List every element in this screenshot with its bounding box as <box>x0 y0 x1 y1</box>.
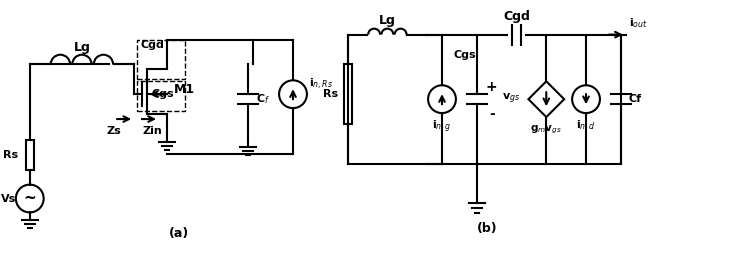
Text: Cf: Cf <box>629 94 642 104</box>
Text: Rs: Rs <box>3 150 18 160</box>
Text: i$_{n,g}$: i$_{n,g}$ <box>432 119 451 135</box>
Text: Lg: Lg <box>73 41 90 55</box>
Bar <box>137 40 185 79</box>
Text: C$_f$: C$_f$ <box>256 92 270 106</box>
Bar <box>26 140 34 170</box>
Text: Rs: Rs <box>323 89 337 99</box>
Text: (a): (a) <box>169 227 189 240</box>
Text: v$_{gs}$: v$_{gs}$ <box>502 92 519 106</box>
Text: Zs: Zs <box>107 126 121 136</box>
Text: i$_{out}$: i$_{out}$ <box>629 16 648 30</box>
Text: M1: M1 <box>174 83 195 96</box>
Text: Zin: Zin <box>142 126 162 136</box>
Bar <box>343 65 352 124</box>
Bar <box>137 81 185 111</box>
Text: Cgd: Cgd <box>503 10 530 23</box>
Text: i$_{n,Rs}$: i$_{n,Rs}$ <box>309 77 333 92</box>
Text: Vs: Vs <box>1 194 16 203</box>
Text: ~: ~ <box>24 191 36 206</box>
Text: -: - <box>489 107 494 121</box>
Text: Cgd: Cgd <box>140 40 164 50</box>
Text: g$_m$v$_{gs}$: g$_m$v$_{gs}$ <box>531 124 562 136</box>
Text: (b): (b) <box>477 222 497 235</box>
Text: Cgs: Cgs <box>454 50 476 59</box>
Text: Lg: Lg <box>379 14 396 27</box>
Text: i$_{n,d}$: i$_{n,d}$ <box>576 119 596 134</box>
Text: Cgs: Cgs <box>152 89 175 99</box>
Text: +: + <box>486 80 497 94</box>
